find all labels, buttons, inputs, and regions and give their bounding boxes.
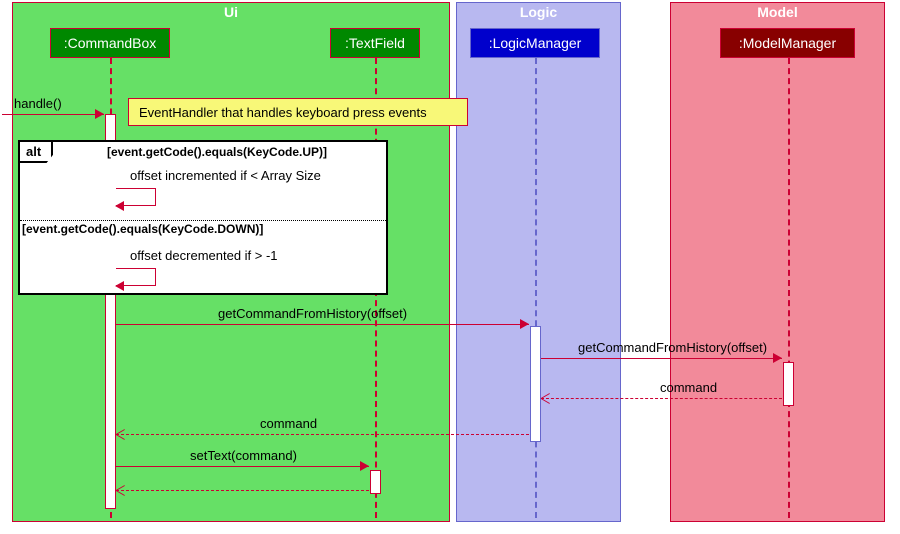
msg-ret1-head <box>541 393 550 403</box>
msg-ret1-label: command <box>660 380 717 395</box>
msg-settext-head <box>360 461 369 471</box>
msg-ret1-line <box>541 398 782 399</box>
model-title: Model <box>749 2 805 22</box>
alt-label: alt <box>20 142 53 163</box>
model-container: Model <box>670 2 885 522</box>
msg-handle-head <box>95 109 104 119</box>
alt-divider <box>20 220 386 221</box>
participant-textfield: :TextField <box>330 28 420 58</box>
participant-modelmanager: :ModelManager <box>720 28 855 58</box>
logic-container: Logic <box>456 2 621 522</box>
lifeline-modelmanager <box>788 58 790 518</box>
alt-msg-decrement: offset decremented if > -1 <box>130 248 278 263</box>
self-loop-up <box>116 188 156 206</box>
msg-getcmd1-label: getCommandFromHistory(offset) <box>218 306 407 321</box>
msg-settext-label: setText(command) <box>190 448 297 463</box>
msg-ret2-line <box>116 434 529 435</box>
activation-textfield <box>370 470 381 494</box>
msg-settext-line <box>116 466 369 467</box>
participant-commandbox: :CommandBox <box>50 28 170 58</box>
lifeline-logicmanager <box>535 58 537 518</box>
logic-title: Logic <box>512 2 565 22</box>
msg-settext-ret-line <box>116 490 369 491</box>
alt-fragment: alt <box>18 140 388 295</box>
msg-getcmd2-head <box>773 353 782 363</box>
msg-getcmd1-head <box>520 319 529 329</box>
msg-handle-label: handle() <box>14 96 62 111</box>
msg-ret2-label: command <box>260 416 317 431</box>
alt-guard-up: [event.getCode().equals(KeyCode.UP)] <box>107 145 327 159</box>
self-loop-down <box>116 268 156 286</box>
msg-getcmd1-line <box>116 324 529 325</box>
msg-settext-ret-head <box>116 485 125 495</box>
ui-title: Ui <box>216 2 246 22</box>
msg-handle-line <box>2 114 104 115</box>
msg-getcmd2-label: getCommandFromHistory(offset) <box>578 340 767 355</box>
activation-modelmanager <box>783 362 794 406</box>
msg-ret2-head <box>116 429 125 439</box>
participant-logicmanager: :LogicManager <box>470 28 600 58</box>
alt-msg-increment: offset incremented if < Array Size <box>130 168 321 183</box>
note-eventhandler: EventHandler that handles keyboard press… <box>128 98 468 126</box>
activation-logicmanager <box>530 326 541 442</box>
alt-guard-down: [event.getCode().equals(KeyCode.DOWN)] <box>22 222 263 236</box>
msg-getcmd2-line <box>541 358 782 359</box>
